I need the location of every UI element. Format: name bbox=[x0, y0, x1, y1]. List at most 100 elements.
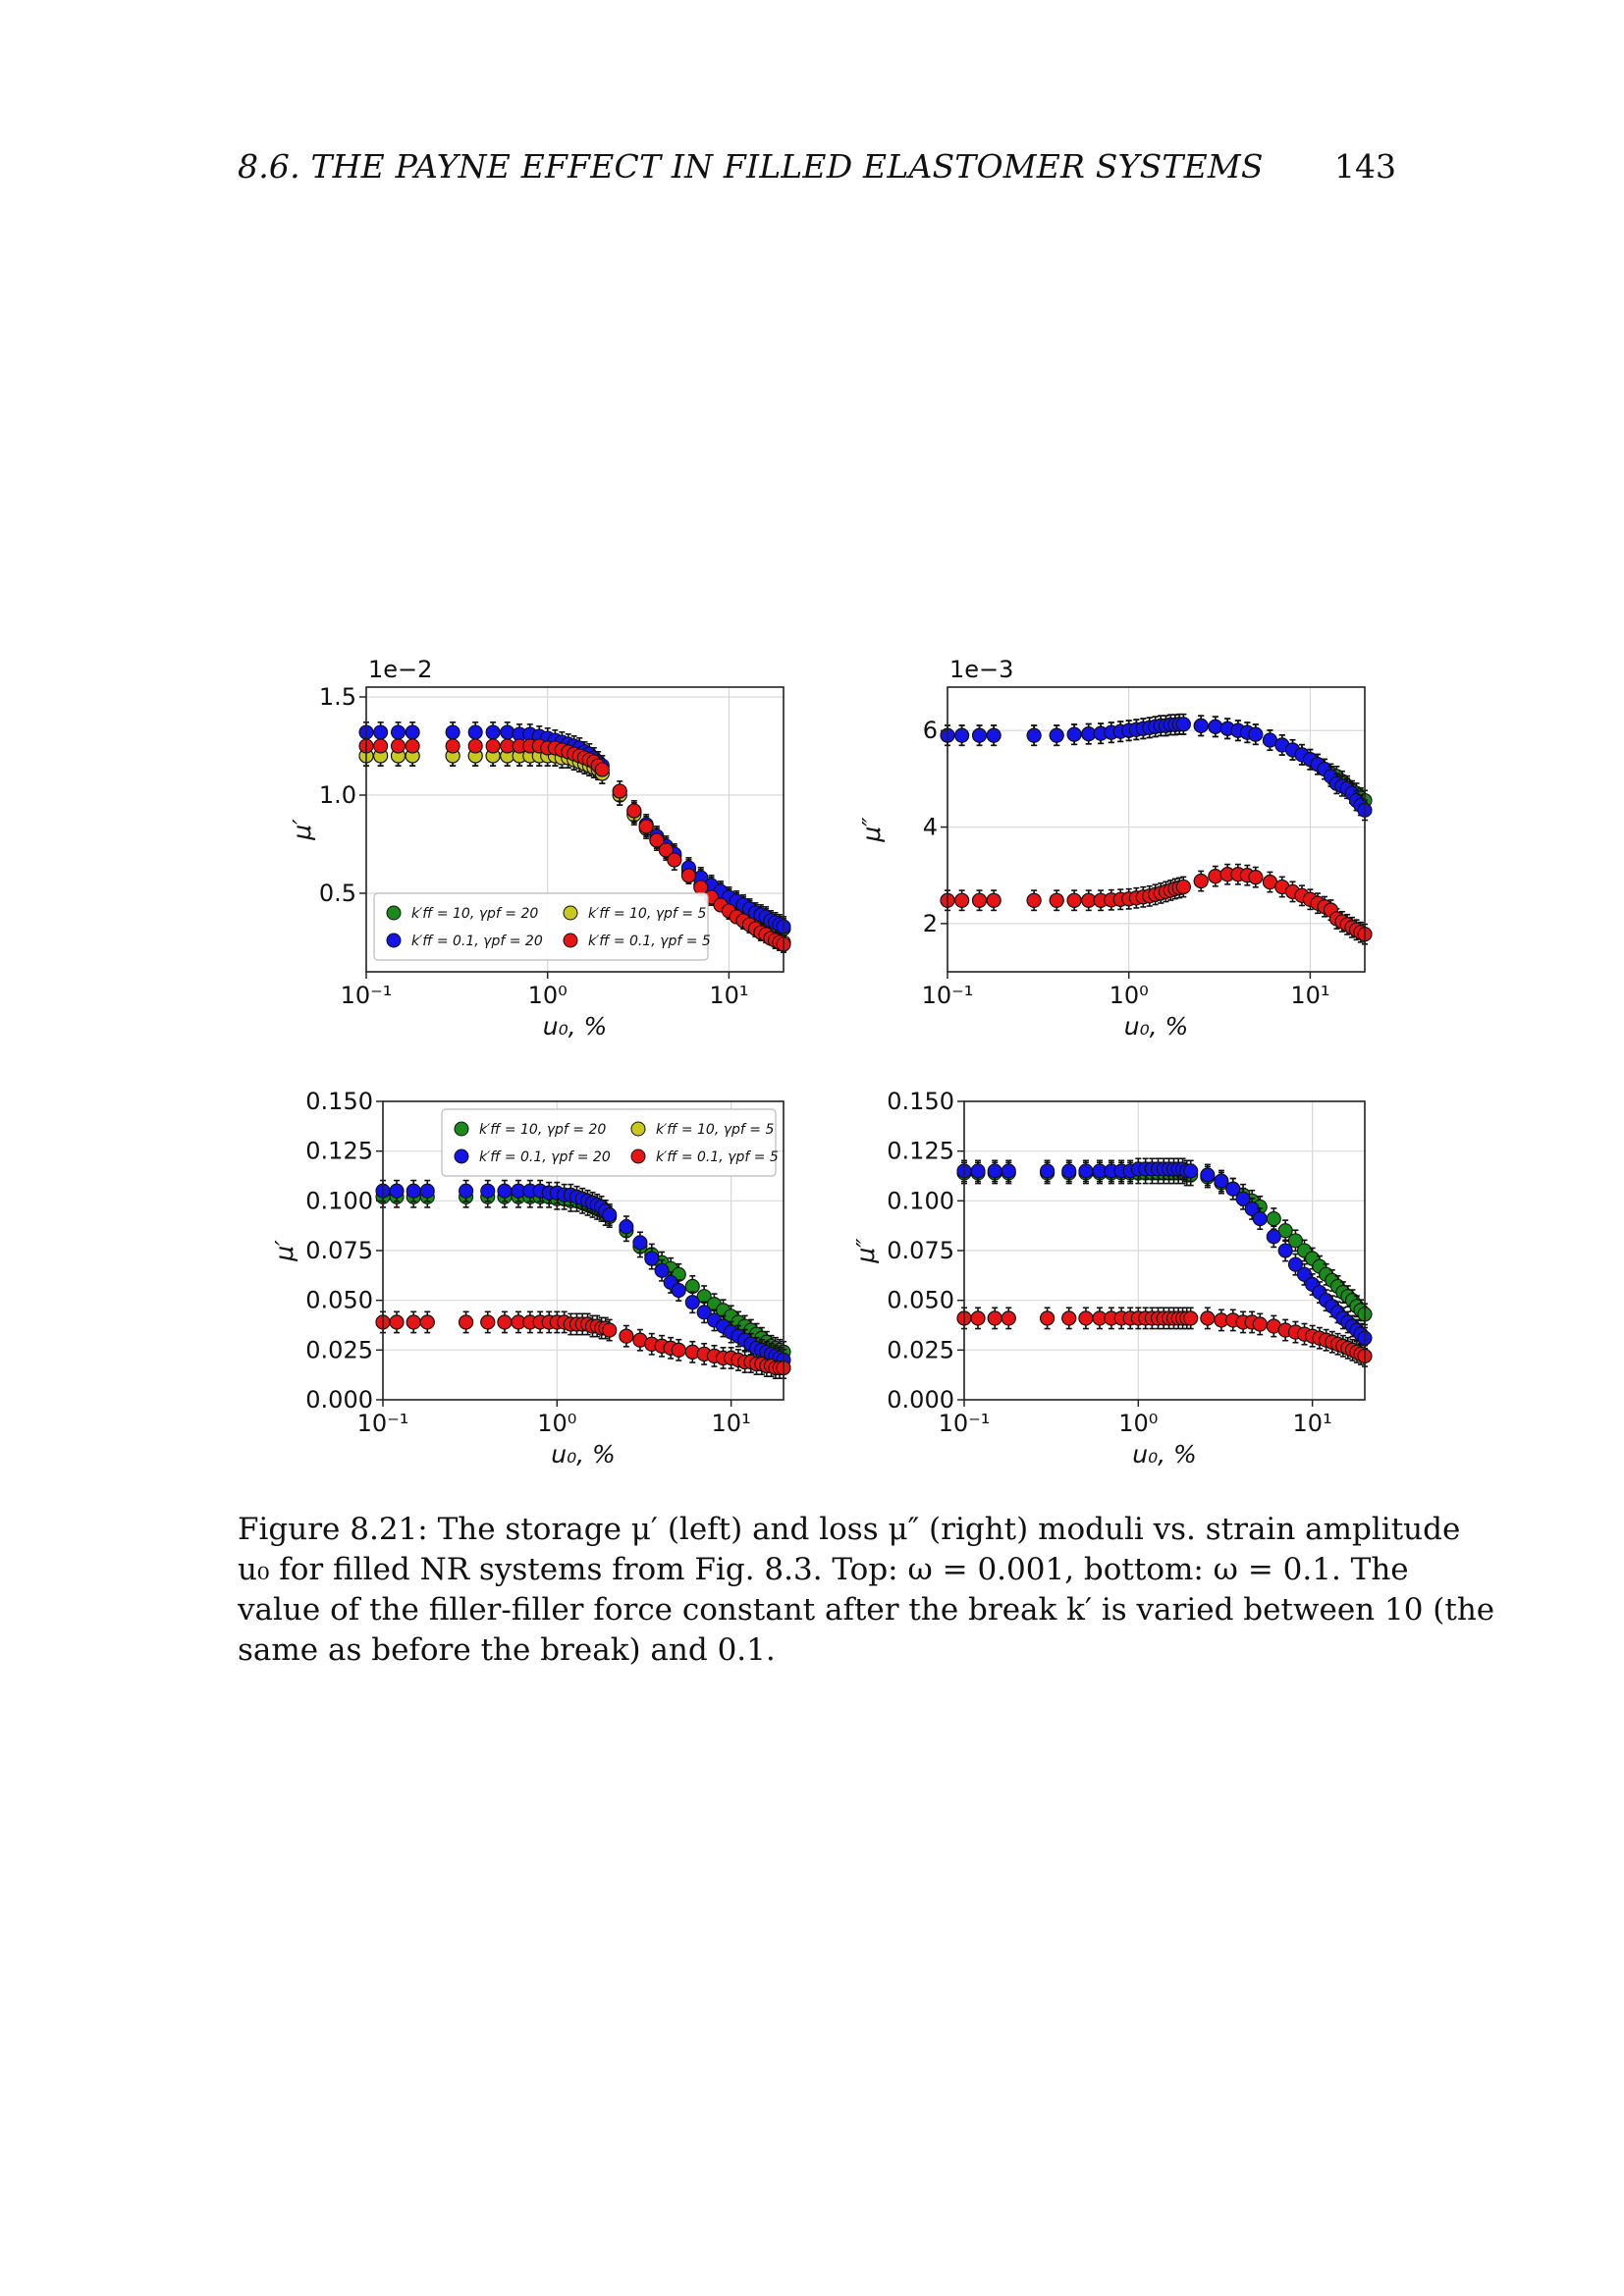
series-blue bbox=[956, 1157, 1373, 1350]
data-point bbox=[638, 819, 654, 834]
data-point bbox=[1266, 1211, 1281, 1227]
legend-entry: k′ff = 10, γpf = 20 bbox=[479, 1122, 606, 1138]
x-tick-label: 10⁰ bbox=[537, 1410, 576, 1437]
data-point bbox=[693, 880, 709, 895]
legend-entry: k′ff = 10, γpf = 20 bbox=[411, 906, 538, 922]
legend-frame bbox=[441, 1108, 777, 1177]
y-axis-label: μ′ bbox=[270, 1240, 298, 1262]
data-point bbox=[632, 1235, 648, 1251]
caption-line: Figure 8.21: The storage μ′ (left) and l… bbox=[238, 1512, 1461, 1547]
y-axis-label: μ″ bbox=[851, 1238, 880, 1264]
data-point bbox=[445, 724, 460, 740]
data-point bbox=[390, 724, 406, 740]
data-point bbox=[1175, 717, 1191, 732]
data-point bbox=[696, 1305, 712, 1320]
data-point bbox=[986, 892, 1001, 908]
data-point bbox=[954, 892, 970, 908]
data-point bbox=[1061, 1163, 1077, 1179]
data-point bbox=[1193, 874, 1209, 889]
data-point bbox=[986, 727, 1001, 743]
data-point bbox=[612, 783, 627, 799]
legend-marker bbox=[563, 933, 578, 948]
data-point bbox=[626, 803, 642, 819]
y-tick-label: 0.075 bbox=[887, 1237, 954, 1264]
x-axis-label: u₀, % bbox=[551, 1440, 616, 1468]
data-point bbox=[1049, 892, 1064, 908]
y-tick-label: 4 bbox=[923, 814, 938, 841]
legend-entry: k′ff = 0.1, γpf = 20 bbox=[479, 1149, 611, 1165]
data-point bbox=[971, 727, 988, 743]
data-point bbox=[1026, 727, 1042, 743]
legend-entry: k′ff = 10, γpf = 5 bbox=[588, 906, 706, 922]
x-tick-label: 10⁻¹ bbox=[939, 1410, 991, 1437]
y-tick-label: 0.150 bbox=[887, 1088, 954, 1115]
x-tick-label: 10¹ bbox=[709, 982, 748, 1009]
data-point bbox=[1066, 892, 1082, 908]
x-tick-label: 10⁻¹ bbox=[341, 982, 393, 1009]
data-point bbox=[671, 1282, 686, 1299]
data-point bbox=[1248, 870, 1264, 885]
data-point bbox=[1066, 726, 1082, 742]
data-point bbox=[1225, 1181, 1241, 1197]
caption-line: same as before the break) and 0.1. bbox=[238, 1632, 776, 1668]
y-tick-label: 0.5 bbox=[319, 880, 356, 907]
data-point bbox=[649, 832, 665, 848]
data-point bbox=[971, 892, 988, 908]
x-tick-label: 10⁰ bbox=[1110, 982, 1149, 1009]
data-point bbox=[1252, 1211, 1268, 1227]
data-point bbox=[406, 1314, 421, 1330]
series-red bbox=[956, 1310, 1373, 1363]
data-point bbox=[445, 738, 460, 754]
y-tick-label: 0.025 bbox=[305, 1336, 373, 1363]
data-point bbox=[1208, 719, 1223, 734]
data-point bbox=[405, 724, 420, 740]
data-point bbox=[390, 738, 406, 754]
legend-marker bbox=[386, 905, 402, 921]
caption-line: value of the filler-filler force constan… bbox=[238, 1592, 1495, 1628]
y-tick-label: 0.150 bbox=[305, 1088, 373, 1115]
data-point bbox=[1193, 718, 1209, 733]
data-point bbox=[406, 1183, 421, 1199]
data-point bbox=[500, 724, 515, 740]
data-point bbox=[1049, 727, 1064, 743]
data-point bbox=[667, 852, 682, 868]
y-tick-label: 0.125 bbox=[305, 1138, 373, 1165]
data-point bbox=[1040, 1163, 1056, 1179]
data-point bbox=[480, 1314, 496, 1330]
series-red bbox=[940, 867, 1373, 942]
data-point bbox=[987, 1310, 1002, 1326]
legend-marker bbox=[630, 1148, 646, 1164]
y-tick-label: 0.050 bbox=[305, 1287, 373, 1314]
series-red bbox=[358, 738, 791, 952]
y-tick-label: 6 bbox=[923, 717, 938, 744]
offset-label: 1e−3 bbox=[949, 656, 1013, 683]
data-point bbox=[1001, 1310, 1016, 1326]
data-point bbox=[459, 1314, 474, 1330]
y-tick-label: 2 bbox=[923, 910, 938, 937]
data-point bbox=[602, 1206, 618, 1223]
legend-marker bbox=[454, 1148, 469, 1164]
data-point bbox=[619, 1219, 634, 1235]
legend-marker bbox=[563, 905, 578, 921]
data-point bbox=[658, 842, 674, 858]
series-blue bbox=[940, 713, 1373, 822]
data-point bbox=[1175, 879, 1191, 895]
chart-panel-top-left: 10⁻¹ 10⁰ 10¹ 0.5 1.0 1.5 u₀, % μ′ 1e−2 k′ff = 10,… bbox=[288, 656, 791, 1041]
y-tick-label: 0.000 bbox=[305, 1386, 373, 1414]
y-tick-label: 0.125 bbox=[887, 1138, 954, 1165]
y-axis-label: μ″ bbox=[857, 817, 886, 843]
legend-marker bbox=[454, 1121, 469, 1137]
x-tick-label: 10⁰ bbox=[1118, 1410, 1158, 1437]
data-point bbox=[1078, 1163, 1094, 1179]
data-point bbox=[1208, 869, 1223, 884]
data-point bbox=[467, 724, 483, 740]
data-point bbox=[1200, 1167, 1216, 1183]
data-point bbox=[954, 727, 970, 743]
plot-frame bbox=[947, 686, 1366, 973]
data-point bbox=[459, 1183, 474, 1199]
legend: k′ff = 10, γpf = 20 k′ff = 10, γpf = 5 k′f… bbox=[441, 1108, 779, 1177]
y-tick-label: 0.075 bbox=[305, 1237, 373, 1264]
section-title: 8.6. THE PAYNE EFFECT IN FILLED ELASTOME… bbox=[238, 147, 1264, 186]
data-point bbox=[1001, 1163, 1016, 1179]
data-point bbox=[467, 738, 483, 754]
